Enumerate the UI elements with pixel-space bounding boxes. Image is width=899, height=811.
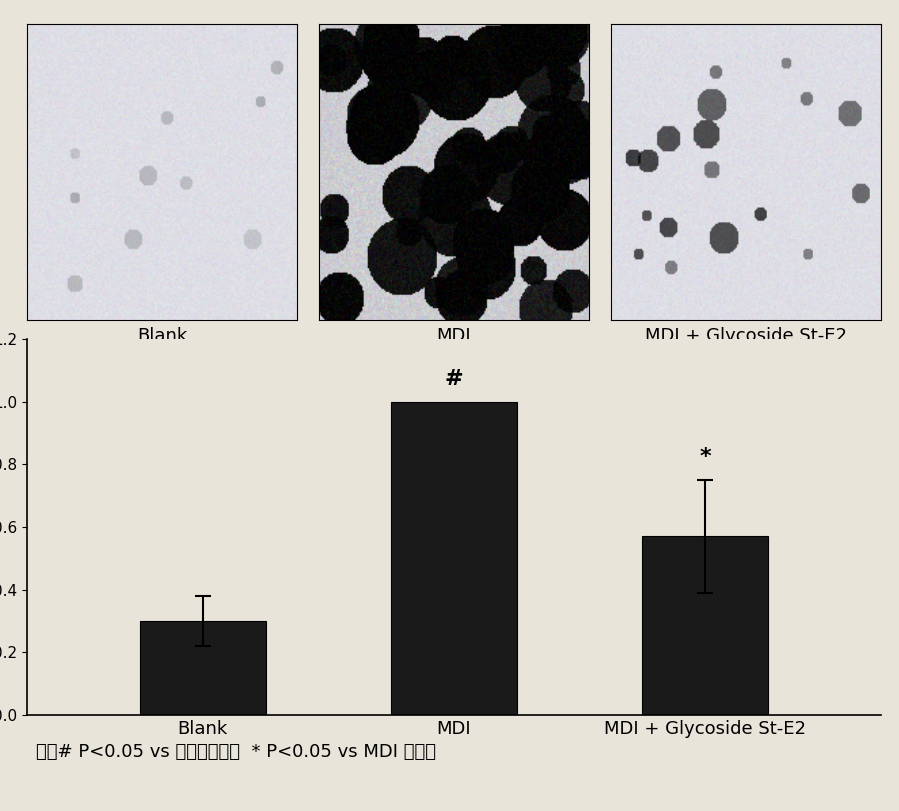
Text: 注：# P<0.05 vs 空白对照组，  * P<0.05 vs MDI 对照组: 注：# P<0.05 vs 空白对照组， * P<0.05 vs MDI 对照组 [36, 744, 435, 762]
X-axis label: Blank: Blank [137, 327, 187, 345]
X-axis label: MDI: MDI [437, 327, 471, 345]
Bar [643, 536, 768, 714]
Bar [391, 401, 517, 714]
Bar [140, 621, 265, 714]
Text: *: * [699, 448, 711, 467]
X-axis label: MDI + Glycoside St-E2: MDI + Glycoside St-E2 [645, 327, 847, 345]
Text: #: # [445, 369, 463, 389]
